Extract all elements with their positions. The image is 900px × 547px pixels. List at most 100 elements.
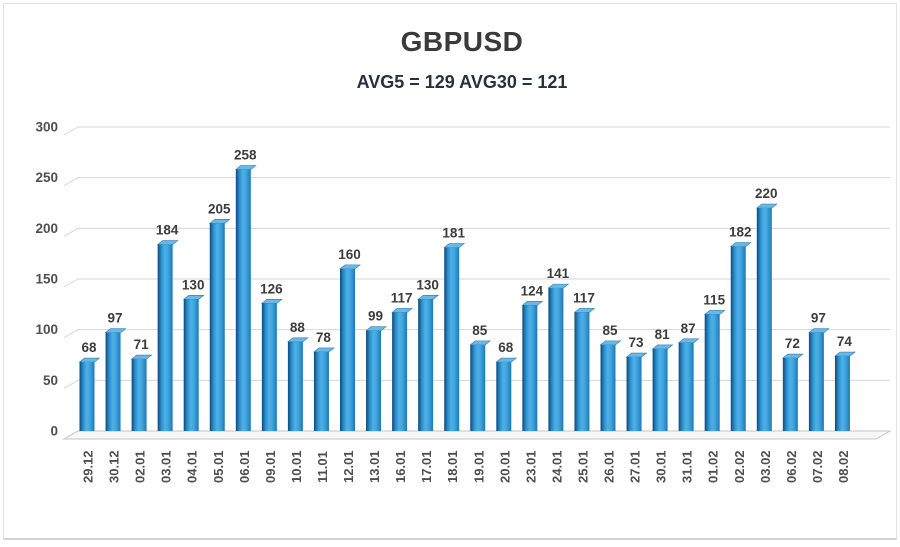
y-tick-label: 0 xyxy=(50,424,58,439)
bar xyxy=(105,332,121,431)
bar xyxy=(704,314,720,431)
bar-top-face xyxy=(625,352,648,358)
gridline-depth-connector xyxy=(63,278,79,288)
bar xyxy=(261,303,277,431)
y-tick-label: 300 xyxy=(35,120,58,135)
bar-top-face xyxy=(495,357,518,363)
bar-top-face xyxy=(339,264,361,270)
bar-top-face xyxy=(313,347,335,353)
y-tick-label: 50 xyxy=(43,373,58,388)
bar xyxy=(626,357,642,431)
y-tick-label: 150 xyxy=(35,272,58,287)
bar-value-label: 68 xyxy=(81,340,97,355)
x-tick-label: 07.02 xyxy=(810,450,825,483)
bar-top-face xyxy=(287,337,309,343)
bar-value-label: 85 xyxy=(472,323,488,338)
x-tick-label: 13.01 xyxy=(367,450,382,483)
x-tick-label: 02.01 xyxy=(133,450,148,483)
x-tick-label: 26.01 xyxy=(602,450,617,483)
bar-value-label: 117 xyxy=(573,290,595,305)
bar-top-face xyxy=(834,351,856,357)
bar-value-label: 141 xyxy=(547,266,570,281)
bar xyxy=(131,359,147,431)
bar-value-label: 184 xyxy=(156,223,179,238)
x-tick-label: 30.12 xyxy=(107,450,122,483)
x-tick-label: 10.01 xyxy=(289,450,304,483)
bar-value-label: 85 xyxy=(602,323,618,338)
bar-top-face xyxy=(573,308,596,313)
x-tick-label: 17.01 xyxy=(419,450,434,483)
x-tick-label: 06.01 xyxy=(237,450,252,483)
bar-value-label: 220 xyxy=(755,186,778,201)
bar xyxy=(730,246,746,431)
bar-top-face xyxy=(182,294,205,300)
bar-value-label: 182 xyxy=(729,225,752,240)
bar xyxy=(444,247,460,431)
x-tick-label: 19.01 xyxy=(471,450,486,483)
bar-top-face xyxy=(651,344,674,350)
bar-value-label: 68 xyxy=(498,340,514,355)
x-tick-label: 23.01 xyxy=(523,450,538,483)
bar-top-face xyxy=(729,242,752,247)
bar xyxy=(652,348,668,431)
x-tick-label: 04.01 xyxy=(185,450,200,483)
x-tick-label: 16.01 xyxy=(393,450,408,483)
gridline-depth-connector xyxy=(63,379,79,389)
bar xyxy=(287,341,303,431)
bar-top-face xyxy=(677,338,700,344)
x-tick-label: 29.12 xyxy=(81,450,96,483)
x-tick-label: 24.01 xyxy=(549,450,564,483)
bar xyxy=(522,305,538,431)
bar xyxy=(79,362,95,431)
y-tick-label: 250 xyxy=(35,170,58,185)
bar-top-face xyxy=(443,243,466,248)
bar-value-label: 97 xyxy=(811,311,826,326)
bar xyxy=(235,169,251,431)
bar-top-face xyxy=(547,283,570,289)
y-tick-label: 200 xyxy=(35,221,58,236)
bar-value-label: 117 xyxy=(391,290,413,305)
x-tick-label: 18.01 xyxy=(445,450,460,483)
x-tick-label: 08.02 xyxy=(836,450,851,483)
bar xyxy=(782,358,798,431)
bar-top-face xyxy=(391,308,413,313)
bar xyxy=(418,299,434,431)
x-tick-label: 02.02 xyxy=(732,450,747,483)
bar xyxy=(574,312,590,431)
x-tick-label: 12.01 xyxy=(341,450,356,483)
bar-value-label: 115 xyxy=(703,292,725,307)
gridline-depth-connector xyxy=(63,126,79,136)
bar-value-label: 124 xyxy=(521,283,544,298)
bar xyxy=(756,208,772,431)
bar xyxy=(209,223,225,431)
bar-top-face xyxy=(755,203,778,209)
bar xyxy=(366,330,382,431)
x-tick-label: 03.01 xyxy=(159,450,174,483)
bar-top-face xyxy=(260,299,283,304)
bar-value-label: 81 xyxy=(655,327,671,342)
x-tick-label: 31.01 xyxy=(680,450,695,483)
bar-value-label: 78 xyxy=(316,330,332,345)
bar xyxy=(600,344,616,431)
bar-top-face xyxy=(78,357,101,363)
x-tick-label: 09.01 xyxy=(263,450,278,483)
x-tick-label: 11.01 xyxy=(315,451,330,483)
bar-top-face xyxy=(417,294,440,300)
x-tick-label: 03.02 xyxy=(758,450,773,483)
bar xyxy=(834,356,850,431)
bar xyxy=(313,351,329,431)
bar-value-label: 73 xyxy=(629,335,645,350)
bar-top-face xyxy=(130,354,153,360)
x-tick-label: 06.02 xyxy=(784,450,799,483)
gridline-depth-connector xyxy=(63,329,79,339)
x-tick-label: 01.02 xyxy=(706,450,721,483)
bar-top-face xyxy=(234,165,257,170)
bar-top-face xyxy=(703,310,726,315)
bar-value-label: 160 xyxy=(338,247,361,262)
bar xyxy=(808,332,824,431)
bar-top-face xyxy=(208,218,231,224)
bar xyxy=(340,268,355,431)
bar xyxy=(470,344,486,431)
